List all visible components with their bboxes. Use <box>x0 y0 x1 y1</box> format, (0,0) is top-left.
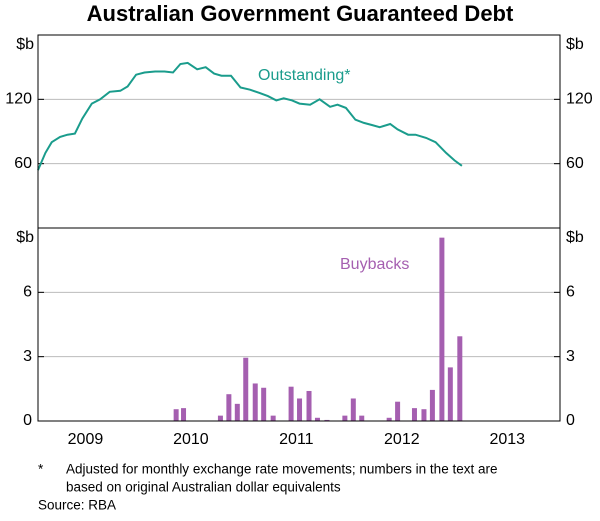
footnote-marker: * <box>38 462 44 477</box>
y-axis-unit: $b <box>566 36 584 53</box>
y-axis-unit: $b <box>16 229 34 246</box>
x-tick-label: 2013 <box>489 431 525 448</box>
bar <box>421 409 427 421</box>
bar <box>457 336 463 421</box>
chart-title: Australian Government Guaranteed Debt <box>87 1 514 26</box>
x-tick-label: 2011 <box>279 431 314 448</box>
y-tick-label: 0 <box>23 412 32 429</box>
y-tick-label: 3 <box>566 348 575 365</box>
y-tick-label: 0 <box>566 412 575 429</box>
bar <box>429 389 435 421</box>
y-axis-unit: $b <box>566 229 584 246</box>
y-tick-label: 3 <box>23 348 32 365</box>
source: Source: RBA <box>38 498 116 513</box>
bar <box>243 357 249 421</box>
bar <box>288 386 294 421</box>
bar <box>306 390 312 421</box>
plot-frame <box>37 34 561 229</box>
bar <box>359 415 365 421</box>
y-tick-label: 120 <box>5 91 32 108</box>
bar <box>234 403 240 421</box>
bar <box>226 394 232 421</box>
bar <box>173 409 179 421</box>
bar <box>297 398 303 421</box>
bar <box>261 387 267 421</box>
bar <box>411 408 417 421</box>
y-tick-label: 120 <box>566 91 593 108</box>
y-axis-unit: $b <box>16 36 34 53</box>
series-annotation: Outstanding* <box>258 67 351 84</box>
bar <box>395 401 401 421</box>
footnote: based on original Australian dollar equi… <box>66 480 341 495</box>
bar <box>324 419 330 421</box>
bar <box>314 417 320 421</box>
bar <box>350 398 356 421</box>
bar <box>386 417 392 421</box>
bar <box>447 367 453 421</box>
line-series <box>37 61 463 171</box>
bar <box>181 408 187 421</box>
bar <box>439 237 445 421</box>
footnote: Adjusted for monthly exchange rate movem… <box>66 462 497 477</box>
plot-frame <box>37 227 561 422</box>
x-tick-label: 2010 <box>173 431 209 448</box>
y-tick-label: 60 <box>14 155 32 172</box>
bar <box>342 415 348 421</box>
series-annotation: Buybacks <box>340 256 409 273</box>
y-tick-label: 60 <box>566 155 584 172</box>
bar <box>270 415 276 421</box>
x-tick-label: 2009 <box>68 431 104 448</box>
bar <box>252 383 258 421</box>
y-tick-label: 6 <box>23 284 32 301</box>
y-tick-label: 6 <box>566 284 575 301</box>
bar <box>217 415 223 421</box>
x-tick-label: 2012 <box>384 431 420 448</box>
